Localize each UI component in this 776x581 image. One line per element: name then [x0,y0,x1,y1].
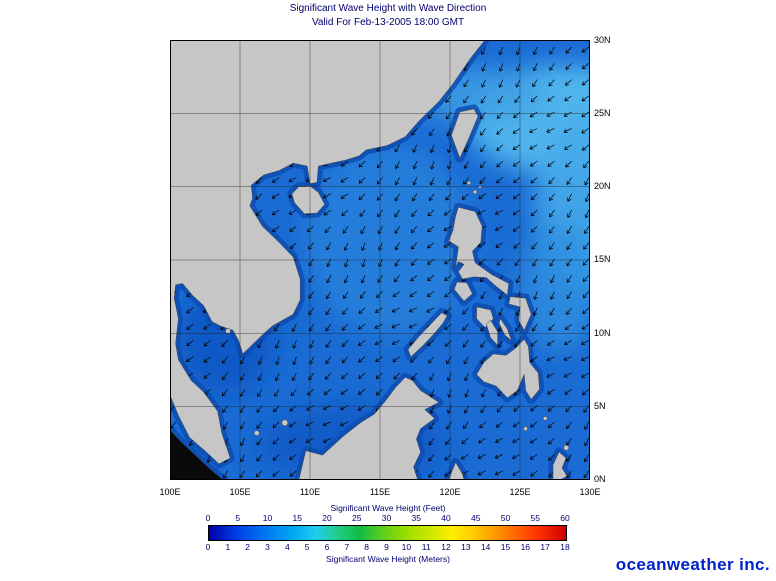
land-morotai-island [563,444,569,451]
land-sangihe-island [523,426,528,431]
feet-tick-label: 60 [560,513,570,523]
feet-tick-label: 0 [205,513,211,523]
land-talaud-island [542,416,548,421]
meter-tick-label: 4 [284,542,290,552]
map-canvas [169,39,665,485]
feet-tick-label: 10 [262,513,273,523]
land-batan-island [466,180,472,186]
colorbar-feet-label: Significant Wave Height (Feet) [330,503,446,513]
lon-tick-label: 110E [299,487,321,497]
lon-tick-label: 120E [439,487,461,497]
meter-tick-label: 11 [421,542,431,552]
lat-tick-label: 10N [594,327,611,338]
lat-tick-label: 20N [594,181,611,192]
lon-tick-label: 105E [229,487,251,497]
lat-tick-label: 5N [594,401,606,412]
meter-tick-label: 9 [384,542,389,552]
meter-tick-label: 1 [225,542,231,552]
grid-lines [170,40,590,480]
landmass [169,39,569,481]
lat-tick-label: 0N [594,474,606,485]
meter-tick-label: 18 [560,542,570,552]
feet-tick-label: 45 [471,513,481,523]
feet-tick-label: 40 [441,513,451,523]
meter-tick-label: 13 [461,542,471,552]
meter-tick-label: 6 [324,542,330,552]
meter-tick-label: 7 [344,542,350,552]
land-babuyan-island [472,189,478,195]
lon-tick-label: 100E [159,487,181,497]
lat-tick-label: 15N [594,254,611,265]
colorbar [208,525,567,541]
feet-tick-label: 30 [381,513,392,523]
feet-tick-label: 50 [500,513,511,523]
valid-time: Valid For Feb-13-2005 18:00 GMT [311,17,465,28]
lon-tick-label: 115E [369,487,391,497]
meter-tick-label: 12 [441,542,451,552]
lat-tick-label: 25N [594,107,611,118]
meter-tick-label: 16 [520,542,531,552]
meter-tick-label: 10 [401,542,412,552]
land-phu-quoc-island [225,328,231,334]
map-border [170,40,590,480]
meter-tick-label: 5 [304,542,310,552]
lon-tick-label: 125E [509,487,531,497]
meter-tick-label: 17 [540,542,550,552]
land-anambas-island [254,430,260,436]
feet-tick-label: 35 [411,513,421,523]
feet-tick-label: 55 [530,513,540,523]
feet-tick-label: 15 [292,513,302,523]
meter-tick-label: 3 [265,542,270,552]
colorbar-meters-label: Significant Wave Height (Meters) [326,554,450,564]
page-title: Significant Wave Height with Wave Direct… [289,3,487,14]
meter-tick-label: 2 [245,542,251,552]
lon-tick-label: 130E [579,487,601,497]
feet-tick-label: 5 [235,513,241,523]
meter-tick-label: 8 [364,542,370,552]
oceanweather-logo: oceanweather inc. [615,555,770,574]
wave-height-map [169,39,665,485]
lat-tick-label: 30N [594,34,611,45]
feet-tick-label: 25 [352,513,362,523]
land-natuna-island [281,419,289,427]
meter-tick-label: 14 [480,542,491,552]
land-small-island [478,185,482,189]
meter-tick-label: 15 [500,542,511,552]
feet-tick-label: 20 [322,513,332,523]
meter-tick-label: 0 [205,542,211,552]
